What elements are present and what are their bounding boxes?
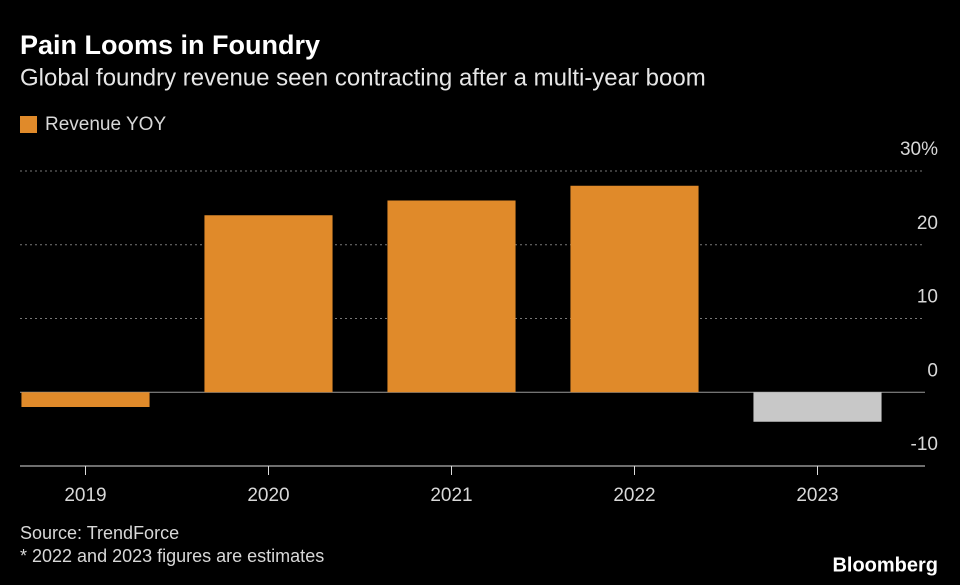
x-tick-label: 2020 <box>247 485 289 506</box>
brand: Bloomberg <box>832 554 938 576</box>
bar <box>387 200 516 393</box>
y-tick-label: 0 <box>927 360 938 381</box>
x-tick-label: 2021 <box>430 485 472 506</box>
x-tick-label: 2019 <box>64 485 106 506</box>
bar <box>204 215 333 393</box>
bar <box>570 185 699 393</box>
y-tick-label: 30% <box>900 139 938 160</box>
x-tick-label: 2022 <box>613 485 655 506</box>
legend-label: Revenue YOY <box>45 114 166 135</box>
y-tick-label: -10 <box>911 434 938 455</box>
legend-swatch <box>20 116 37 133</box>
x-tick-label: 2023 <box>796 485 838 506</box>
bar <box>21 392 150 407</box>
chart-subtitle: Global foundry revenue seen contracting … <box>20 64 706 91</box>
y-tick-label: 10 <box>917 287 938 308</box>
chart-title: Pain Looms in Foundry <box>20 30 320 60</box>
bar <box>753 392 882 422</box>
source: Source: TrendForce <box>20 523 179 543</box>
y-tick-label: 20 <box>917 213 938 234</box>
footnote: * 2022 and 2023 figures are estimates <box>20 546 324 566</box>
